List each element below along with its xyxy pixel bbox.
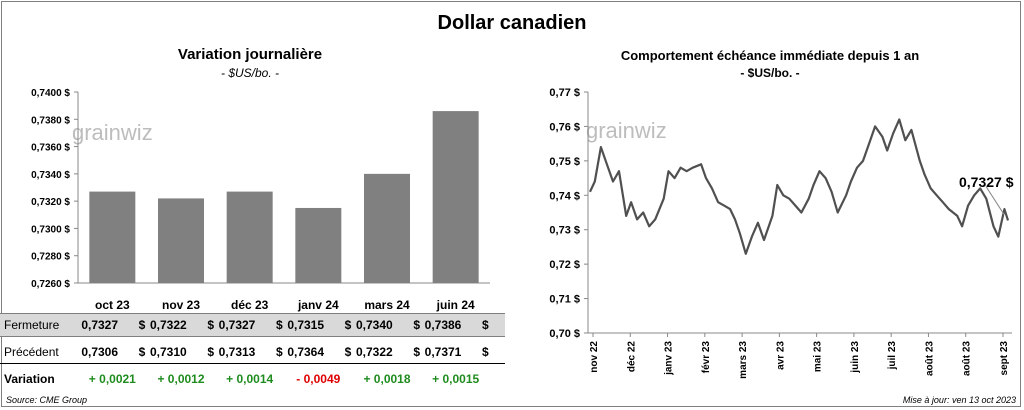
update-date: Mise à jour: ven 13 oct 2023 <box>902 395 1016 405</box>
line-x-tick-label: sept 23 <box>999 341 1010 376</box>
bar-category-label: mars 24 <box>364 298 410 312</box>
bar-y-tick-label: 0,7260 $ <box>31 279 70 290</box>
one-year-chart-title: Comportement échéance immédiate depuis 1… <box>620 48 920 63</box>
line-y-tick-label: 0,73 $ <box>549 225 580 237</box>
bar-y-tick-label: 0,7400 $ <box>31 88 70 99</box>
line-x-tick-label: août 23 <box>962 341 973 376</box>
bar-y-tick-label: 0,7280 $ <box>31 252 70 263</box>
line-y-tick-label: 0,74 $ <box>549 190 580 202</box>
table-cell: + 0,0014 <box>226 372 274 386</box>
line-x-tick-label: mars 23 <box>738 341 749 379</box>
grainwiz-watermark-left: grainwiz <box>72 120 153 145</box>
line-y-tick-label: 0,71 $ <box>549 294 580 306</box>
row-label: Variation <box>4 372 55 386</box>
line-x-tick-label: juin 23 <box>850 341 861 374</box>
table-row: Fermeture 0,7327 $0,7322 $0,7327 $0,7315 $0,7… <box>0 313 505 337</box>
line-chart: 0,70 $ 0,71 $ 0,72 $ 0,73 $ 0,74 $ 0,75 $ 0,76… <box>549 87 1012 379</box>
one-year-chart-subtitle: - $US/bo. - <box>740 66 800 80</box>
bar <box>158 198 204 283</box>
line-x-tick-label: mai 23 <box>813 341 824 373</box>
bar <box>364 173 410 283</box>
bar-y-tick-label: 0,7300 $ <box>31 224 70 235</box>
source-note: Source: CME Group <box>6 395 88 405</box>
bar-category-label: janv 24 <box>297 298 339 312</box>
row-label: Précédent <box>4 345 59 359</box>
page-title: Dollar canadien <box>437 12 587 34</box>
table-row: Précédent 0,7306 $0,7310 $0,7313 $0,7364 $0,7… <box>0 341 505 364</box>
table-cell: - 0,0049 <box>296 372 341 386</box>
line-x-tick-label: avr 23 <box>775 341 786 370</box>
table-cell: + 0,0018 <box>363 372 411 386</box>
table-cell: + 0,0021 <box>88 372 136 386</box>
line-x-tick-label: août 23 <box>924 341 935 376</box>
table-cell: + 0,0015 <box>432 372 480 386</box>
bar-y-tick-label: 0,7320 $ <box>31 197 70 208</box>
grainwiz-watermark-right: grainwiz <box>586 118 667 143</box>
bar-chart: 0,7260 $ 0,7280 $ 0,7300 $ 0,7320 $ 0,7340 $… <box>31 88 490 312</box>
bar-category-label: juin 24 <box>436 298 475 312</box>
line-x-tick-label: janv 23 <box>664 341 675 376</box>
bar-category-label: oct 23 <box>95 298 130 312</box>
table-row: Variation + 0,0021 + 0,0012 + 0,0014 - 0,004… <box>0 368 505 390</box>
bar-category-label: nov 23 <box>162 298 200 312</box>
bar-category-label: déc 23 <box>231 298 269 312</box>
line-y-tick-label: 0,77 $ <box>549 87 580 99</box>
bar-y-tick-label: 0,7380 $ <box>31 115 70 126</box>
line-y-tick-label: 0,72 $ <box>549 259 580 271</box>
table-cell: + 0,0012 <box>157 372 205 386</box>
line-x-tick-label: déc 22 <box>626 341 637 373</box>
bar <box>89 191 136 283</box>
line-y-tick-label: 0,70 $ <box>549 328 580 340</box>
line-y-tick-label: 0,75 $ <box>549 156 580 168</box>
line-x-tick-label: févr 23 <box>701 341 712 374</box>
daily-variation-title: Variation journalière <box>177 46 323 63</box>
bar-y-tick-label: 0,7360 $ <box>31 143 70 154</box>
bar <box>295 207 342 283</box>
line-y-tick-label: 0,76 $ <box>549 121 580 133</box>
price-series-line <box>589 118 1010 255</box>
daily-variation-subtitle: - $US/bo. - <box>220 66 280 80</box>
bar <box>432 111 479 283</box>
bar-y-tick-label: 0,7340 $ <box>31 170 70 181</box>
row-label: Fermeture <box>4 318 60 332</box>
bar <box>226 191 273 283</box>
line-x-tick-label: nov 22 <box>589 341 600 373</box>
line-x-tick-label: juil 23 <box>887 341 898 371</box>
last-value-leader <box>985 186 1005 215</box>
last-value-label: 0,7327 $ <box>959 174 1014 190</box>
